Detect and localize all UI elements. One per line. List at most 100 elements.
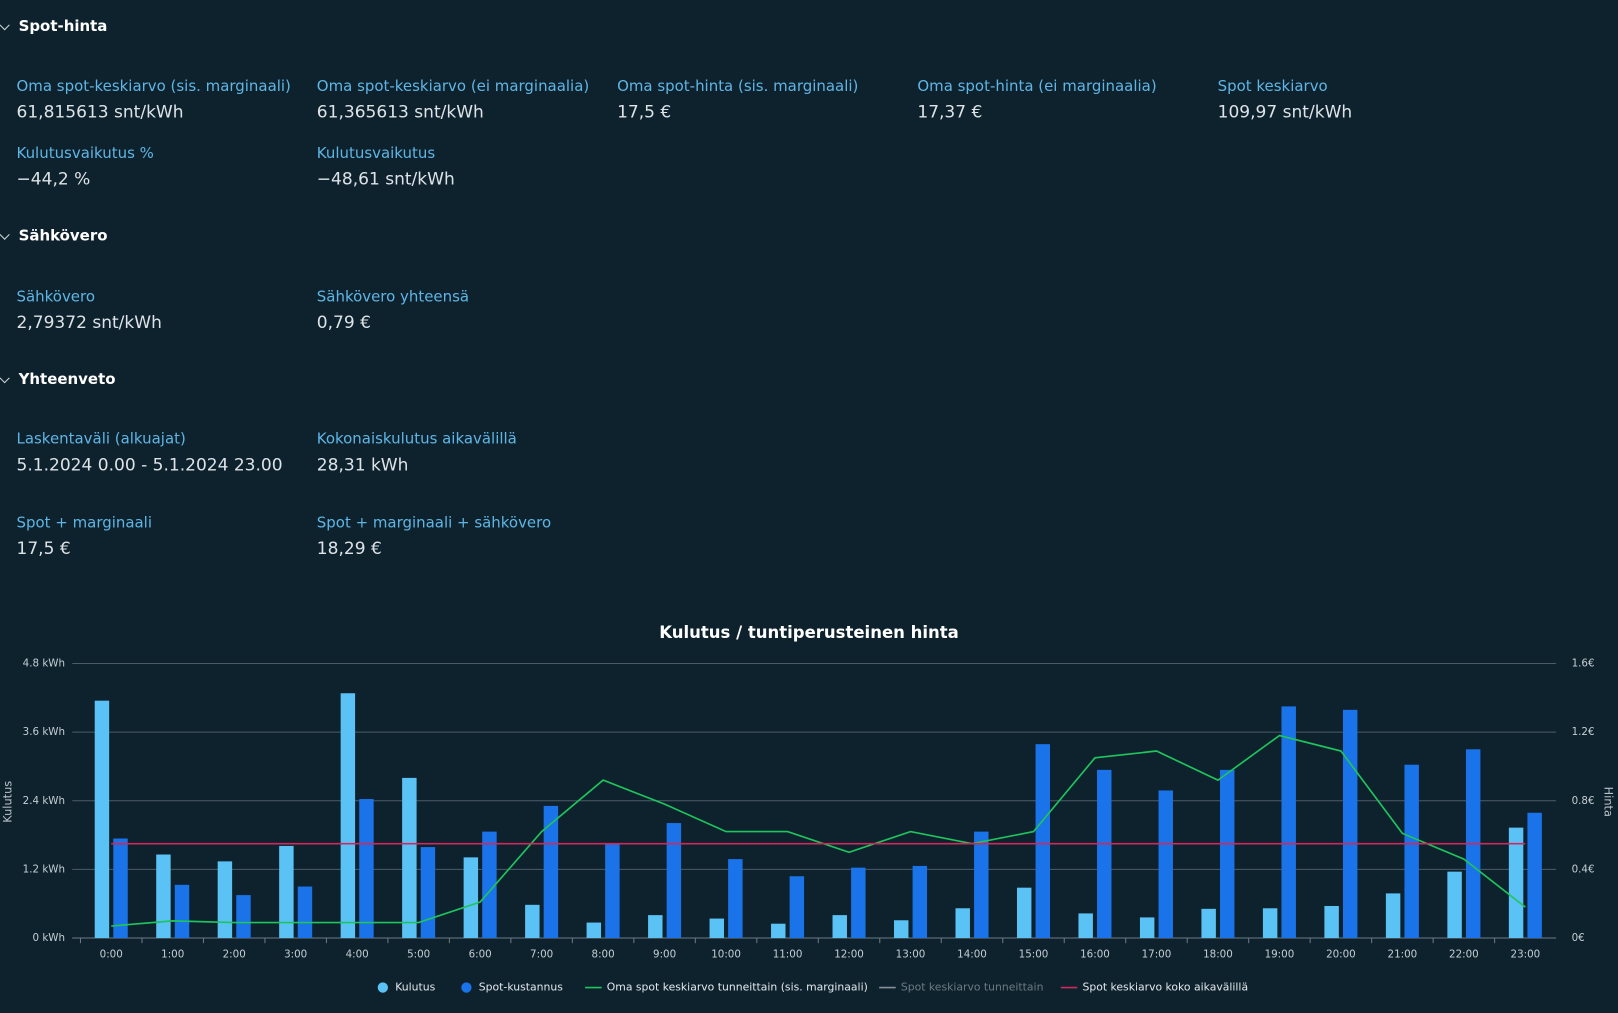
bar: [359, 799, 374, 938]
stat-value: 61,365613 snt/kWh: [316, 102, 484, 122]
x-tick-label: 11:00: [773, 949, 803, 961]
bar: [894, 920, 909, 938]
bar: [340, 693, 356, 938]
stat-label: Kulutusvaikutus: [316, 145, 436, 163]
stat-value: −48,61 snt/kWh: [316, 169, 455, 189]
stat-value: 0,79 €: [316, 312, 371, 333]
legend-symbol: [377, 982, 388, 993]
bar: [1342, 709, 1358, 938]
bar: [1097, 769, 1112, 938]
bar: [1324, 905, 1339, 938]
stat-label: Sähkövero: [16, 288, 95, 306]
x-tick-label: 0:00: [100, 949, 123, 961]
bar: [1385, 893, 1401, 938]
bar: [156, 854, 171, 938]
stat-value: −44,2 %: [16, 169, 91, 189]
bar: [174, 884, 190, 938]
x-tick-label: 16:00: [1080, 949, 1110, 961]
bar: [1404, 764, 1419, 938]
bar: [1281, 706, 1296, 938]
x-tick-label: 10:00: [711, 949, 741, 961]
bar: [666, 823, 682, 938]
x-tick-label: 19:00: [1265, 949, 1295, 961]
bar: [217, 861, 233, 938]
bar: [974, 831, 989, 938]
bar: [1447, 871, 1462, 938]
legend-label: Kulutus: [395, 981, 435, 994]
stat-label: Oma spot-keskiarvo (ei marginaalia): [316, 78, 590, 95]
bar: [420, 847, 436, 938]
stat-value: 17,5 €: [16, 538, 71, 559]
bar: [586, 922, 602, 938]
bar: [1158, 790, 1173, 938]
stat-value: 61,815613 snt/kWh: [16, 102, 184, 122]
x-tick-label: 9:00: [653, 949, 676, 961]
x-tick-label: 2:00: [223, 949, 246, 961]
section-header[interactable]: Sähkövero: [18, 228, 108, 245]
y-tick-label: 1.2 kWh: [23, 863, 65, 875]
bar: [1035, 744, 1051, 938]
x-tick-label: 1:00: [161, 949, 184, 961]
y-tick-label: 2.4 kWh: [23, 795, 65, 807]
y-tick-label: 4.8 kWh: [23, 658, 65, 670]
stat-value: 5.1.2024 0.00 - 5.1.2024 23.00: [16, 455, 283, 475]
legend-symbol: [461, 982, 472, 993]
x-tick-label: 15:00: [1019, 949, 1049, 961]
x-tick-label: 5:00: [407, 949, 430, 961]
x-tick-label: 7:00: [530, 949, 553, 961]
bar: [832, 915, 847, 938]
section-header[interactable]: Yhteenveto: [18, 371, 116, 388]
y2-tick-label: 0€: [1572, 932, 1585, 944]
stat-label: Spot + marginaali + sähkövero: [316, 514, 552, 532]
x-tick-label: 14:00: [957, 949, 987, 961]
bar: [1016, 887, 1032, 938]
bar: [297, 886, 313, 938]
x-tick-label: 6:00: [469, 949, 492, 961]
stat-value: 17,5 €: [617, 102, 672, 122]
stat-label: Kokonaiskulutus aikavälillä: [316, 431, 517, 448]
legend-label: Spot keskiarvo tunneittain: [901, 981, 1044, 994]
bar: [236, 895, 251, 938]
bar: [1508, 827, 1524, 938]
bar: [279, 845, 294, 938]
x-tick-label: 12:00: [834, 949, 864, 961]
legend-label: Oma spot keskiarvo tunneittain (sis. mar…: [607, 981, 868, 994]
bar: [1139, 917, 1155, 938]
bar: [851, 867, 866, 938]
bar: [1527, 812, 1542, 938]
stat-label: Laskentaväli (alkuajat): [16, 431, 186, 448]
chart-title: Kulutus / tuntiperusteinen hinta: [659, 623, 959, 642]
bar: [771, 923, 786, 938]
x-tick-label: 4:00: [346, 949, 369, 961]
x-tick-label: 17:00: [1142, 949, 1172, 961]
stat-label: Spot + marginaali: [16, 514, 153, 532]
bar: [728, 859, 743, 938]
y2-tick-label: 0.4€: [1572, 863, 1595, 875]
legend-label: Spot keskiarvo koko aikavälillä: [1082, 981, 1248, 994]
bar: [525, 904, 540, 938]
section-header[interactable]: Spot-hinta: [18, 18, 108, 36]
stat-label: Oma spot-keskiarvo (sis. marginaali): [16, 78, 291, 95]
bar: [1078, 913, 1093, 938]
bar: [1201, 908, 1216, 938]
x-tick-label: 3:00: [284, 949, 307, 961]
stat-label: Sähkövero yhteensä: [316, 288, 470, 306]
stat-label: Oma spot-hinta (ei marginaalia): [917, 78, 1157, 95]
bar: [912, 865, 928, 938]
y2-axis-label: Hinta: [1602, 787, 1616, 817]
x-tick-label: 21:00: [1388, 949, 1418, 961]
y-axis-label: Kulutus: [0, 781, 14, 823]
bar: [113, 838, 128, 938]
bar: [1220, 769, 1235, 938]
y2-tick-label: 1.2€: [1572, 726, 1595, 738]
bar: [648, 915, 663, 938]
bar: [482, 831, 497, 938]
x-tick-label: 8:00: [592, 949, 615, 961]
y2-tick-label: 1.6€: [1572, 658, 1595, 670]
x-tick-label: 23:00: [1511, 949, 1541, 961]
stat-label: Kulutusvaikutus %: [16, 145, 154, 163]
stat-value: 28,31 kWh: [316, 455, 409, 475]
legend-label: Spot-kustannus: [479, 981, 563, 994]
